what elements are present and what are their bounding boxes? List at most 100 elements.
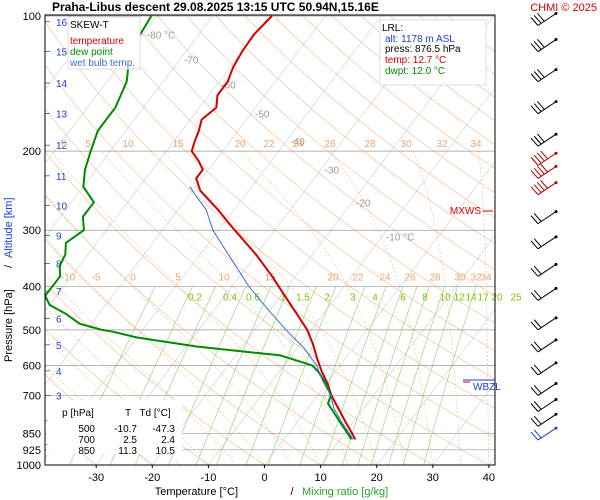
pressure-tick-label: 500 bbox=[23, 325, 41, 337]
isotherm-line bbox=[488, 456, 495, 465]
wind-barb-flag bbox=[530, 267, 539, 277]
wind-barb-flag bbox=[533, 213, 542, 222]
moist-adiabat bbox=[240, 150, 406, 465]
isotherm-line bbox=[45, 15, 102, 90]
temperature-profile bbox=[190, 15, 357, 440]
altitude-km-label: 4 bbox=[56, 367, 62, 378]
plot-frame bbox=[44, 14, 496, 466]
wind-barb-flag bbox=[530, 417, 539, 427]
pressure-tick-label: 300 bbox=[23, 225, 41, 237]
altitude-km-label: 6 bbox=[56, 315, 62, 326]
altitude-km-label: 11 bbox=[56, 172, 67, 183]
table-cell: -47.3 bbox=[152, 424, 175, 435]
sat-adiabat-label: 22 bbox=[352, 272, 364, 283]
mixing-ratio-label: 1.5 bbox=[296, 292, 310, 303]
copyright: CHMI © 2025 bbox=[530, 2, 597, 14]
wind-barb-flag bbox=[530, 137, 539, 147]
wind-barb-flag bbox=[530, 156, 539, 166]
legend-temperature: temperature bbox=[70, 36, 124, 47]
sat-adiabat-label: 26 bbox=[404, 272, 416, 283]
dry-adiabat bbox=[128, 15, 495, 324]
pressure-tick-label: 600 bbox=[23, 360, 41, 372]
wind-barb-flag bbox=[533, 341, 542, 351]
altitude-km-label: 10 bbox=[56, 201, 68, 212]
mixing-ratio-label: 20 bbox=[491, 292, 503, 303]
isotherm-line bbox=[545, 16, 600, 465]
moist-adiabat bbox=[162, 150, 377, 465]
moist-adiabat bbox=[478, 151, 490, 465]
wind-barb-shaft bbox=[537, 165, 557, 179]
wind-barb bbox=[530, 12, 558, 26]
wind-barb-shaft bbox=[537, 69, 557, 83]
wind-barb-dot bbox=[554, 38, 558, 42]
table-cell: 500 bbox=[78, 424, 95, 435]
wind-barb-flag bbox=[533, 154, 542, 164]
wind-barb-flag bbox=[533, 289, 542, 299]
wind-barb-dot bbox=[554, 210, 558, 214]
altitude-km-label: 14 bbox=[56, 79, 68, 90]
wind-barb bbox=[530, 68, 558, 83]
isotherm-line bbox=[320, 235, 495, 465]
wind-barb-flag bbox=[537, 101, 545, 110]
dry-adiabat-label: 15 bbox=[172, 139, 184, 150]
legend-title: SKEW-T bbox=[70, 20, 109, 31]
wind-barb-flag bbox=[540, 150, 548, 160]
mixing-ratio-label: 14 bbox=[465, 292, 477, 303]
dry-adiabat-label: 20 bbox=[234, 139, 246, 150]
dry-adiabat-label: 32 bbox=[436, 139, 448, 150]
wind-barb-flag bbox=[540, 180, 548, 189]
moist-adiabat bbox=[51, 151, 321, 465]
wind-barb-flag bbox=[533, 429, 542, 439]
legend-wetbulb: wet bulb temp. bbox=[69, 58, 135, 69]
wind-barb-flag bbox=[533, 319, 542, 329]
altitude-km-label: 12 bbox=[56, 141, 68, 152]
mixing-ratio-line bbox=[245, 286, 317, 465]
dew-point-profile bbox=[45, 15, 353, 440]
temperature-tick-label: -10 bbox=[200, 472, 216, 484]
wind-barb bbox=[530, 426, 558, 441]
table-header-td: Td [°C] bbox=[139, 408, 170, 419]
altitude-km-label: 7 bbox=[56, 287, 62, 298]
wind-barb-flag bbox=[537, 12, 545, 22]
isotherm-line bbox=[45, 15, 326, 386]
wind-barb-flag bbox=[533, 103, 542, 112]
wind-barb-flag bbox=[530, 170, 539, 179]
wind-barb bbox=[530, 100, 558, 115]
mixing-ratio-line bbox=[195, 286, 272, 465]
wind-barb-flag bbox=[530, 73, 539, 82]
temperature-tick-label: 30 bbox=[427, 472, 439, 484]
wind-barb-flag bbox=[533, 238, 542, 248]
wind-barb-flag bbox=[537, 165, 545, 175]
wind-barb-flag bbox=[533, 184, 542, 193]
altitude-km-label: 15 bbox=[56, 48, 68, 59]
dry-adiabat-label: 34 bbox=[470, 139, 482, 150]
wind-barb-flag bbox=[530, 240, 539, 250]
dry-adiabat-label: 0 bbox=[61, 139, 67, 150]
mixing-ratio-label: 6 bbox=[400, 292, 406, 303]
table-cell: 10.5 bbox=[156, 446, 176, 457]
wind-barb-shaft bbox=[537, 236, 557, 250]
wind-barb-shaft bbox=[537, 399, 557, 412]
wind-barb bbox=[530, 38, 558, 52]
isotherm-line bbox=[208, 87, 495, 465]
lrl-dwpt: dwpt: 12.0 °C bbox=[385, 66, 445, 77]
wbzl-label: WBZL bbox=[473, 382, 501, 393]
table-cell: 700 bbox=[78, 435, 95, 446]
table-cell: 2.4 bbox=[161, 435, 175, 446]
wind-barb-dot bbox=[554, 381, 558, 385]
wind-barb-shaft bbox=[537, 39, 557, 52]
table-cell: 2.5 bbox=[123, 435, 137, 446]
wind-barb-shaft bbox=[537, 133, 557, 147]
wind-barb-flag bbox=[533, 364, 542, 374]
y-axis-separator: / bbox=[3, 264, 15, 268]
isotherm-label: -20 bbox=[356, 198, 371, 209]
mixing-ratio-label: 8 bbox=[422, 292, 428, 303]
isotherm-label: -80 °C bbox=[147, 31, 175, 42]
wind-barb-shaft bbox=[537, 211, 557, 225]
pressure-tick-label: 700 bbox=[23, 390, 41, 402]
y-axis-label: Pressure [hPa] bbox=[3, 289, 15, 362]
dry-adiabat-label: 22 bbox=[263, 139, 275, 150]
table-header-t: T bbox=[125, 408, 131, 419]
wind-barb bbox=[530, 210, 558, 225]
wind-barb-dot bbox=[554, 397, 558, 401]
